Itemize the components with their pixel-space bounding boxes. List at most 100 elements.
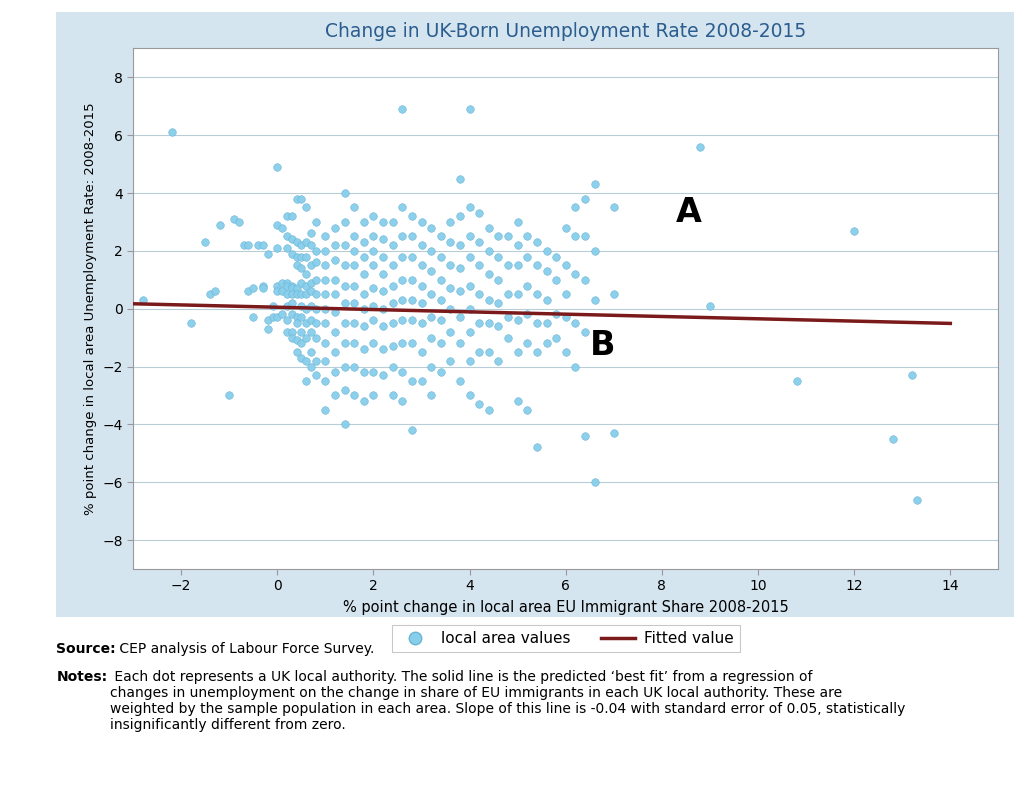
Point <box>284 325 300 338</box>
X-axis label: % point change in local area EU Immigrant Share 2008-2015: % point change in local area EU Immigran… <box>343 600 788 615</box>
Point <box>298 316 314 329</box>
Point <box>366 314 382 327</box>
Point <box>337 239 353 252</box>
Point <box>293 261 309 274</box>
Point <box>403 314 420 327</box>
Point <box>375 303 391 316</box>
Point <box>471 259 487 272</box>
Point <box>403 250 420 263</box>
Point <box>289 250 305 263</box>
Point <box>452 374 468 387</box>
Point <box>384 259 400 272</box>
Point <box>452 239 468 252</box>
Point <box>202 288 218 301</box>
Point <box>245 311 261 324</box>
Point <box>490 320 507 332</box>
Point <box>303 345 319 358</box>
Point <box>317 245 334 257</box>
Point <box>587 475 603 488</box>
Point <box>269 161 286 174</box>
Point <box>337 215 353 228</box>
Point <box>346 389 362 402</box>
Point <box>337 418 353 431</box>
Point <box>337 360 353 373</box>
Point <box>423 288 439 301</box>
Point <box>471 316 487 329</box>
Point <box>327 305 343 318</box>
Point <box>293 192 309 205</box>
Point <box>259 314 275 327</box>
Point <box>375 268 391 281</box>
Point <box>279 276 295 289</box>
Point <box>692 140 709 153</box>
Point <box>241 239 257 252</box>
Point <box>307 215 324 228</box>
Point <box>293 337 309 350</box>
Point <box>307 256 324 269</box>
Point <box>414 296 430 309</box>
Point <box>279 314 295 327</box>
Point <box>298 236 314 249</box>
Point <box>269 285 286 298</box>
Point <box>587 178 603 190</box>
Point <box>317 288 334 301</box>
Point <box>303 285 319 298</box>
Point <box>317 316 334 329</box>
Point <box>471 288 487 301</box>
Point <box>293 325 309 338</box>
Point <box>480 316 497 329</box>
Point <box>355 366 372 378</box>
Point <box>442 215 459 228</box>
Point <box>241 285 257 298</box>
Point <box>885 433 901 445</box>
Point <box>298 288 314 301</box>
Point <box>432 250 449 263</box>
Point <box>423 265 439 278</box>
Point <box>337 337 353 350</box>
Point <box>577 274 593 286</box>
Point <box>274 285 291 298</box>
Point <box>327 274 343 286</box>
Point <box>375 250 391 263</box>
Point <box>480 268 497 281</box>
Point <box>567 268 584 281</box>
Point <box>303 227 319 240</box>
Point <box>452 337 468 350</box>
Point <box>528 288 545 301</box>
Point <box>510 259 526 272</box>
Point <box>226 212 243 225</box>
Point <box>605 427 622 440</box>
Point <box>510 395 526 408</box>
Point <box>355 395 372 408</box>
Point <box>432 230 449 243</box>
Point <box>528 345 545 358</box>
Point <box>307 288 324 301</box>
Point <box>500 288 516 301</box>
Point <box>355 320 372 332</box>
Point <box>432 314 449 327</box>
Point <box>423 221 439 234</box>
Point <box>293 250 309 263</box>
Point <box>528 259 545 272</box>
Point <box>317 337 334 350</box>
Point <box>442 236 459 249</box>
Point <box>346 230 362 243</box>
Point <box>452 261 468 274</box>
Point <box>490 354 507 367</box>
Point <box>307 274 324 286</box>
Point <box>284 296 300 309</box>
Point <box>355 250 372 263</box>
Point <box>414 316 430 329</box>
Point <box>337 383 353 396</box>
Point <box>423 331 439 344</box>
Point <box>289 334 305 347</box>
Point <box>394 250 411 263</box>
Point <box>375 320 391 332</box>
Point <box>423 360 439 373</box>
Point <box>355 236 372 249</box>
Point <box>327 389 343 402</box>
Point <box>298 201 314 214</box>
Point <box>490 296 507 309</box>
Point <box>355 268 372 281</box>
Point <box>908 493 925 506</box>
